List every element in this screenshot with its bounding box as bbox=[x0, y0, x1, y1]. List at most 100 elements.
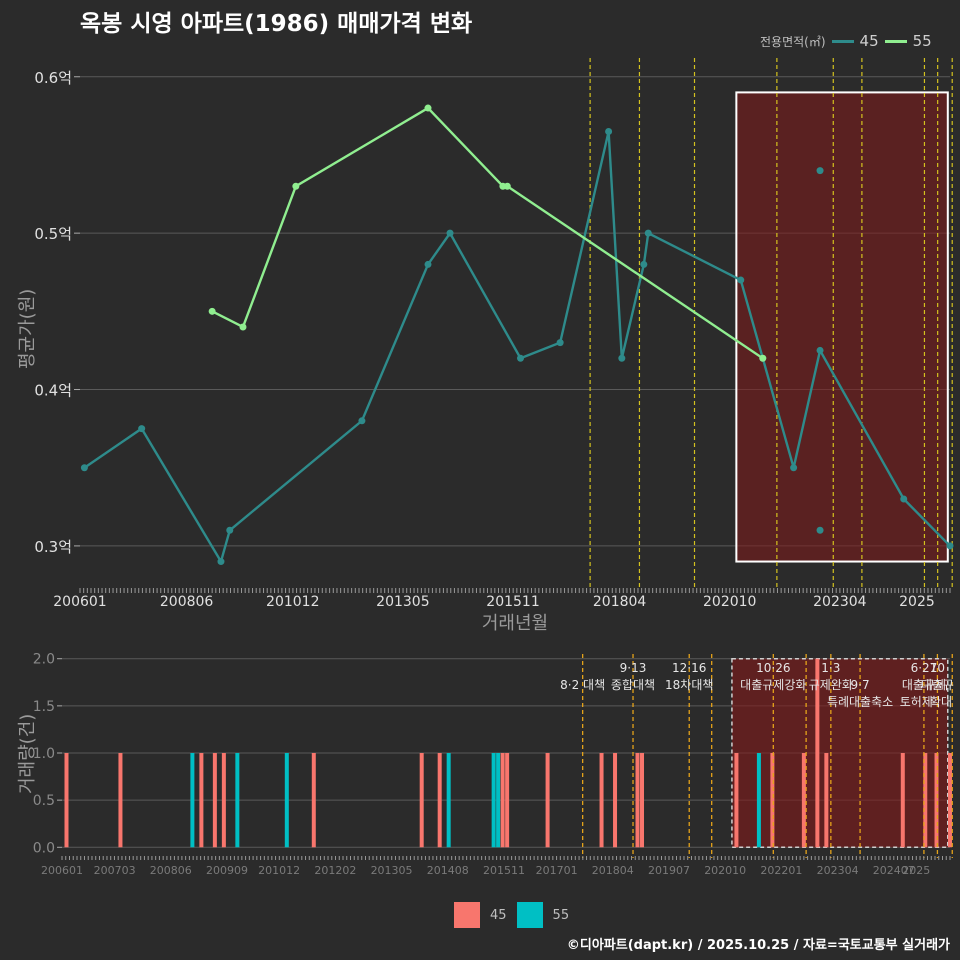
policy-annotation: 토허제 bbox=[900, 695, 933, 709]
policy-annotation: 18차대책 bbox=[665, 677, 713, 692]
price-y-tick-label: 0.6억 bbox=[34, 69, 72, 87]
legend-label-45: 45 bbox=[859, 32, 879, 50]
data-point-55 bbox=[239, 323, 247, 331]
data-point-45 bbox=[737, 276, 745, 284]
volume-x-tick-label: 202010 bbox=[704, 864, 746, 877]
volume-y-axis-label: 거래량(건) bbox=[17, 713, 38, 794]
volume-x-tick-label: 202201 bbox=[760, 864, 802, 877]
volume-bar-45 bbox=[948, 753, 952, 848]
volume-y-tick-label: 0.0 bbox=[33, 840, 55, 856]
volume-bar-45 bbox=[815, 658, 820, 848]
volume-bar-55 bbox=[284, 753, 289, 848]
data-point-45 bbox=[556, 339, 564, 347]
source-credit: ©디아파트(dapt.kr) / 2025.10.25 / 자료=국토교통부 실… bbox=[566, 938, 950, 953]
price-line-chart: 0.3억 0.4억 0.5억 0.6억 200601 200806 201012 201305… bbox=[34, 58, 954, 610]
price-y-tick-label: 0.5억 bbox=[34, 225, 72, 243]
price-x-axis-label: 거래년월 bbox=[481, 613, 549, 634]
volume-bar-45 bbox=[640, 753, 645, 848]
bottom-legend-label-55: 55 bbox=[552, 907, 570, 923]
volume-bar-45 bbox=[199, 753, 204, 848]
volume-bar-45 bbox=[221, 753, 226, 848]
volume-bar-45 bbox=[212, 753, 217, 848]
volume-bar-45 bbox=[613, 753, 618, 848]
volume-bar-45 bbox=[824, 753, 829, 848]
policy-annotation: 1·3 bbox=[821, 661, 840, 675]
price-x-tick-label: 200806 bbox=[160, 594, 214, 610]
volume-bar-45 bbox=[900, 753, 905, 848]
data-point-45 bbox=[605, 127, 613, 135]
data-point-45 bbox=[424, 260, 432, 268]
price-x-tick-label: 201511 bbox=[486, 594, 539, 610]
volume-bar-45 bbox=[635, 753, 640, 848]
volume-bar-45 bbox=[734, 753, 739, 848]
data-point-45 bbox=[644, 229, 652, 237]
volume-bar-45 bbox=[505, 753, 510, 848]
volume-x-tick-label: 201701 bbox=[536, 864, 578, 877]
data-point-45 bbox=[217, 558, 225, 566]
policy-annotation: 9·7 bbox=[851, 678, 870, 692]
volume-bar-45 bbox=[599, 753, 604, 848]
policy-annotation: 6·27 bbox=[911, 661, 938, 675]
highlight-region bbox=[735, 91, 949, 563]
policy-annotation: 9·13 bbox=[620, 661, 647, 675]
volume-y-tick-label: 1.0 bbox=[33, 746, 55, 762]
highlight-region bbox=[731, 657, 949, 849]
legend-swatch-55 bbox=[884, 39, 907, 43]
price-x-tick-label: 202304 bbox=[813, 594, 867, 610]
volume-x-tick-label: 200909 bbox=[206, 864, 248, 877]
data-point-45 bbox=[790, 464, 798, 472]
volume-bar-55 bbox=[756, 753, 761, 848]
data-point-55 bbox=[503, 182, 511, 190]
policy-annotation: 특례대출축소 bbox=[827, 695, 893, 709]
data-point-55 bbox=[208, 307, 216, 315]
policy-annotation: 대출규 bbox=[921, 678, 954, 692]
volume-bar-45 bbox=[923, 753, 928, 848]
volume-x-tick-label: 200806 bbox=[150, 864, 192, 877]
price-x-tick-label: 201804 bbox=[593, 594, 647, 610]
bottom-legend-label-45: 45 bbox=[490, 907, 507, 923]
data-point-45 bbox=[640, 260, 648, 268]
volume-bar-55 bbox=[235, 753, 240, 848]
data-point-45 bbox=[358, 417, 366, 425]
volume-bar-45 bbox=[801, 753, 806, 848]
bottom-legend: 45 55 bbox=[454, 902, 569, 928]
data-point-55 bbox=[292, 182, 300, 190]
policy-annotation: 12·16 bbox=[672, 661, 706, 675]
volume-y-tick-label: 2.0 bbox=[33, 652, 55, 668]
price-x-tick-label: 200601 bbox=[53, 594, 106, 610]
top-legend: 전용면적(㎡) 45 55 bbox=[760, 32, 932, 50]
volume-bar-55 bbox=[496, 753, 501, 848]
data-point-45 bbox=[226, 526, 234, 534]
volume-x-tick-label: 200703 bbox=[94, 864, 136, 877]
volume-bar-45 bbox=[934, 753, 939, 848]
volume-bar-55 bbox=[446, 753, 451, 848]
policy-annotation: 규제완화 bbox=[809, 678, 853, 692]
volume-x-tick-label: 2025 bbox=[902, 864, 930, 877]
data-point-45 bbox=[80, 464, 88, 472]
data-point-45 bbox=[946, 542, 954, 550]
volume-bar-45 bbox=[437, 753, 442, 848]
volume-bar-45 bbox=[500, 753, 505, 848]
volume-x-tick-label: 201907 bbox=[648, 864, 690, 877]
price-x-tick-label: 202010 bbox=[703, 594, 756, 610]
volume-x-tick-label: 201511 bbox=[483, 864, 525, 877]
price-y-axis-label: 평균가(원) bbox=[17, 288, 38, 369]
chart-title: 옥봉 시영 아파트(1986) 매매가격 변화 bbox=[80, 11, 473, 37]
volume-x-tick-label: 201408 bbox=[427, 864, 469, 877]
price-x-tick-label: 201305 bbox=[376, 594, 429, 610]
volume-x-tick-label: 202304 bbox=[817, 864, 859, 877]
volume-y-tick-label: 0.5 bbox=[33, 793, 55, 809]
volume-x-tick-label: 201012 bbox=[258, 864, 300, 877]
volume-x-tick-label: 201804 bbox=[592, 864, 634, 877]
price-x-tick-label: 201012 bbox=[266, 594, 319, 610]
volume-bar-45 bbox=[770, 753, 775, 848]
policy-annotation: 확대 bbox=[930, 695, 952, 709]
legend-title: 전용면적(㎡) bbox=[760, 34, 826, 49]
data-point-45 bbox=[900, 495, 908, 503]
volume-bar-45 bbox=[545, 753, 550, 848]
volume-y-tick-label: 1.5 bbox=[33, 699, 55, 715]
price-y-tick-label: 0.4억 bbox=[34, 382, 72, 400]
legend-box-55 bbox=[516, 902, 543, 928]
policy-annotation: 종합대책 bbox=[611, 677, 655, 692]
policy-annotation: 10·26 bbox=[756, 661, 790, 675]
